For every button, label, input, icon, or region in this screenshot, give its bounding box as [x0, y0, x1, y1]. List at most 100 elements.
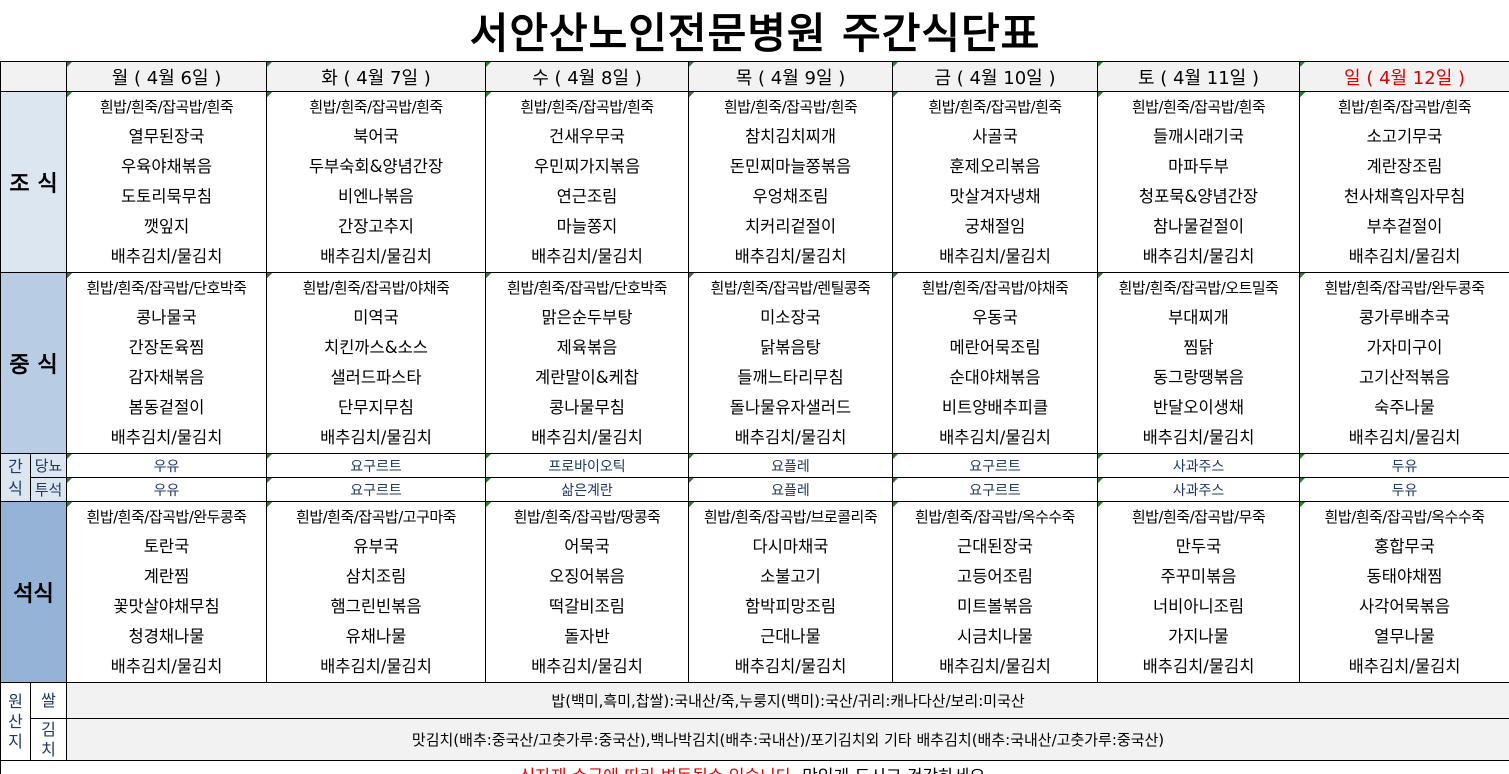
menu-item: 숙주나물 [1300, 393, 1509, 423]
menu-item: 근대나물 [689, 622, 892, 652]
menu-item: 근대된장국 [893, 532, 1097, 562]
day-header: 목 ( 4월 9일 ) [688, 61, 893, 92]
menu-item: 도토리묵무침 [67, 182, 266, 212]
menu-item: 배추김치/물김치 [267, 423, 485, 453]
menu-item: 배추김치/물김치 [689, 423, 892, 453]
meal-day-cell: 흰밥/흰죽/잡곡밥/옥수수죽 근대된장국 고등어조림 미트볼볶음 시금치나물 배추김치/물… [892, 501, 1098, 683]
page-title: 서안산노인전문병원 주간식단표 [0, 0, 1509, 62]
menu-item: 흰밥/흰죽/잡곡밥/흰죽 [1098, 92, 1299, 122]
menu-item: 연근조림 [486, 182, 688, 212]
menu-item: 청경채나물 [67, 622, 266, 652]
menu-item: 배추김치/물김치 [689, 242, 892, 272]
menu-item: 콩가루배추국 [1300, 303, 1509, 333]
menu-item: 배추김치/물김치 [486, 652, 688, 682]
menu-item: 닭볶음탕 [689, 333, 892, 363]
menu-item: 마파두부 [1098, 152, 1299, 182]
menu-item: 열무된장국 [67, 122, 266, 152]
menu-item: 감자채볶음 [67, 363, 266, 393]
menu-item: 햄그린빈볶음 [267, 592, 485, 622]
snack-item: 요플레 [688, 453, 893, 478]
menu-item: 흰밥/흰죽/잡곡밥/야채죽 [893, 273, 1097, 303]
menu-item: 유부국 [267, 532, 485, 562]
day-header: 금 ( 4월 10일 ) [892, 61, 1098, 92]
meal-day-cell: 흰밥/흰죽/잡곡밥/단호박죽 맑은순두부탕 제육볶음 계란말이&케찹 콩나물무침 배추김치… [485, 272, 689, 454]
menu-item: 우엉채조림 [689, 182, 892, 212]
menu-item: 흰밥/흰죽/잡곡밥/브로콜리죽 [689, 502, 892, 532]
menu-item: 간장돈육찜 [67, 333, 266, 363]
meal-row: 중 식 흰밥/흰죽/잡곡밥/단호박죽 콩나물국 간장돈육찜 감자채볶음 봄동겉절이 배추김치… [0, 272, 1509, 454]
menu-item: 흰밥/흰죽/잡곡밥/흰죽 [1300, 92, 1509, 122]
menu-item: 샐러드파스타 [267, 363, 485, 393]
menu-item: 배추김치/물김치 [267, 652, 485, 682]
menu-item: 북어국 [267, 122, 485, 152]
meal-day-cell: 흰밥/흰죽/잡곡밥/흰죽 참치김치찌개 돈민찌마늘쫑볶음 우엉채조림 치커리겉절이 배추김… [688, 91, 893, 273]
menu-item: 삼치조림 [267, 562, 485, 592]
menu-item: 동태야채찜 [1300, 562, 1509, 592]
footer-cell: 식자재 수급에 따라 변동될수 있습니다. 맛있게 드시고 건강하세요. [0, 760, 1509, 774]
meal-label: 중 식 [0, 272, 67, 454]
menu-item: 배추김치/물김치 [1098, 242, 1299, 272]
meal-day-cell: 흰밥/흰죽/잡곡밥/완두콩죽 콩가루배추국 가자미구이 고기산적볶음 숙주나물 배추김치/… [1298, 272, 1509, 454]
meal-row: 석식 흰밥/흰죽/잡곡밥/완두콩죽 토란국 계란찜 꽃맛살야채무침 청경채나물 배추김치/물… [0, 501, 1509, 683]
menu-item: 홍합무국 [1300, 532, 1509, 562]
menu-item: 배추김치/물김치 [267, 242, 485, 272]
meal-row: 조 식 흰밥/흰죽/잡곡밥/흰죽 열무된장국 우육야채볶음 도토리묵무침 깻잎지 배추김치/… [0, 91, 1509, 273]
menu-item: 주꾸미볶음 [1098, 562, 1299, 592]
menu-item: 배추김치/물김치 [486, 423, 688, 453]
snack-type-label: 투석 [30, 477, 67, 502]
origin-row: 원 산 지 쌀 밥(백미,흑미,찹쌀):국내산/죽,누룽지(백미):국산/귀리:캐나… [0, 682, 1509, 761]
menu-item: 치커리겉절이 [689, 212, 892, 242]
snack-item: 사과주스 [1097, 477, 1300, 502]
menu-item: 마늘쫑지 [486, 212, 688, 242]
menu-item: 찜닭 [1098, 333, 1299, 363]
menu-item: 콩나물무침 [486, 393, 688, 423]
menu-item: 흰밥/흰죽/잡곡밥/완두콩죽 [67, 502, 266, 532]
menu-item: 깻잎지 [67, 212, 266, 242]
menu-item: 흰밥/흰죽/잡곡밥/옥수수죽 [893, 502, 1097, 532]
snack-row: 간 식 당뇨 우유 요구르트 프로바이오틱 요플레 요구르트 사과주스 두유 [0, 453, 1509, 502]
meal-day-cell: 흰밥/흰죽/잡곡밥/야채죽 미역국 치킨까스&소스 샐러드파스타 단무지무침 배추김치/물… [266, 272, 486, 454]
menu-item: 맛살겨자냉채 [893, 182, 1097, 212]
menu-item: 고기산적볶음 [1300, 363, 1509, 393]
day-header: 일 ( 4월 12일 ) [1298, 61, 1509, 92]
menu-item: 두부숙회&양념간장 [267, 152, 485, 182]
menu-item: 천사채흑임자무침 [1300, 182, 1509, 212]
meal-day-cell: 흰밥/흰죽/잡곡밥/단호박죽 콩나물국 간장돈육찜 감자채볶음 봄동겉절이 배추김치/물김… [66, 272, 267, 454]
meal-label: 조 식 [0, 91, 67, 273]
snack-item: 두유 [1298, 477, 1509, 502]
menu-item: 건새우무국 [486, 122, 688, 152]
menu-item: 계란말이&케찹 [486, 363, 688, 393]
meal-day-cell: 흰밥/흰죽/잡곡밥/흰죽 열무된장국 우육야채볶음 도토리묵무침 깻잎지 배추김치/물김치 [66, 91, 267, 273]
menu-item: 유채나물 [267, 622, 485, 652]
menu-item: 미역국 [267, 303, 485, 333]
menu-item: 어묵국 [486, 532, 688, 562]
meal-day-cell: 흰밥/흰죽/잡곡밥/옥수수죽 홍합무국 동태야채찜 사각어묵볶음 열무나물 배추김치/물김… [1298, 501, 1509, 683]
menu-item: 비트양배추피클 [893, 393, 1097, 423]
menu-item: 참나물겉절이 [1098, 212, 1299, 242]
menu-item: 가자미구이 [1300, 333, 1509, 363]
snack-item: 요구르트 [266, 453, 486, 478]
menu-item: 흰밥/흰죽/잡곡밥/단호박죽 [486, 273, 688, 303]
menu-item: 배추김치/물김치 [689, 652, 892, 682]
menu-item: 흰밥/흰죽/잡곡밥/흰죽 [267, 92, 485, 122]
menu-item: 사각어묵볶음 [1300, 592, 1509, 622]
menu-item: 배추김치/물김치 [67, 423, 266, 453]
corner-cell [0, 61, 67, 92]
menu-item: 청포묵&양념간장 [1098, 182, 1299, 212]
menu-item: 흰밥/흰죽/잡곡밥/오트밀죽 [1098, 273, 1299, 303]
meal-day-cell: 흰밥/흰죽/잡곡밥/흰죽 사골국 훈제오리볶음 맛살겨자냉채 궁채절임 배추김치/물김치 [892, 91, 1098, 273]
menu-item: 흰밥/흰죽/잡곡밥/단호박죽 [67, 273, 266, 303]
snack-row: 투석 우유 요구르트 삶은계란 요플레 요구르트 사과주스 두유 [1, 477, 1509, 502]
day-header: 수 ( 4월 8일 ) [485, 61, 689, 92]
menu-item: 함박피망조림 [689, 592, 892, 622]
menu-item: 콩나물국 [67, 303, 266, 333]
menu-item: 궁채절임 [893, 212, 1097, 242]
menu-item: 흰밥/흰죽/잡곡밥/흰죽 [689, 92, 892, 122]
footer-row: 식자재 수급에 따라 변동될수 있습니다. 맛있게 드시고 건강하세요. [0, 760, 1509, 774]
menu-item: 들깨느타리무침 [689, 363, 892, 393]
meal-day-cell: 흰밥/흰죽/잡곡밥/렌틸콩죽 미소장국 닭볶음탕 들깨느타리무침 돌나물유자샐러드 배추김… [688, 272, 893, 454]
snack-item: 요구르트 [892, 477, 1098, 502]
footer-message: . 맛있게 드시고 건강하세요. [791, 767, 990, 774]
menu-item: 돈민찌마늘쫑볶음 [689, 152, 892, 182]
